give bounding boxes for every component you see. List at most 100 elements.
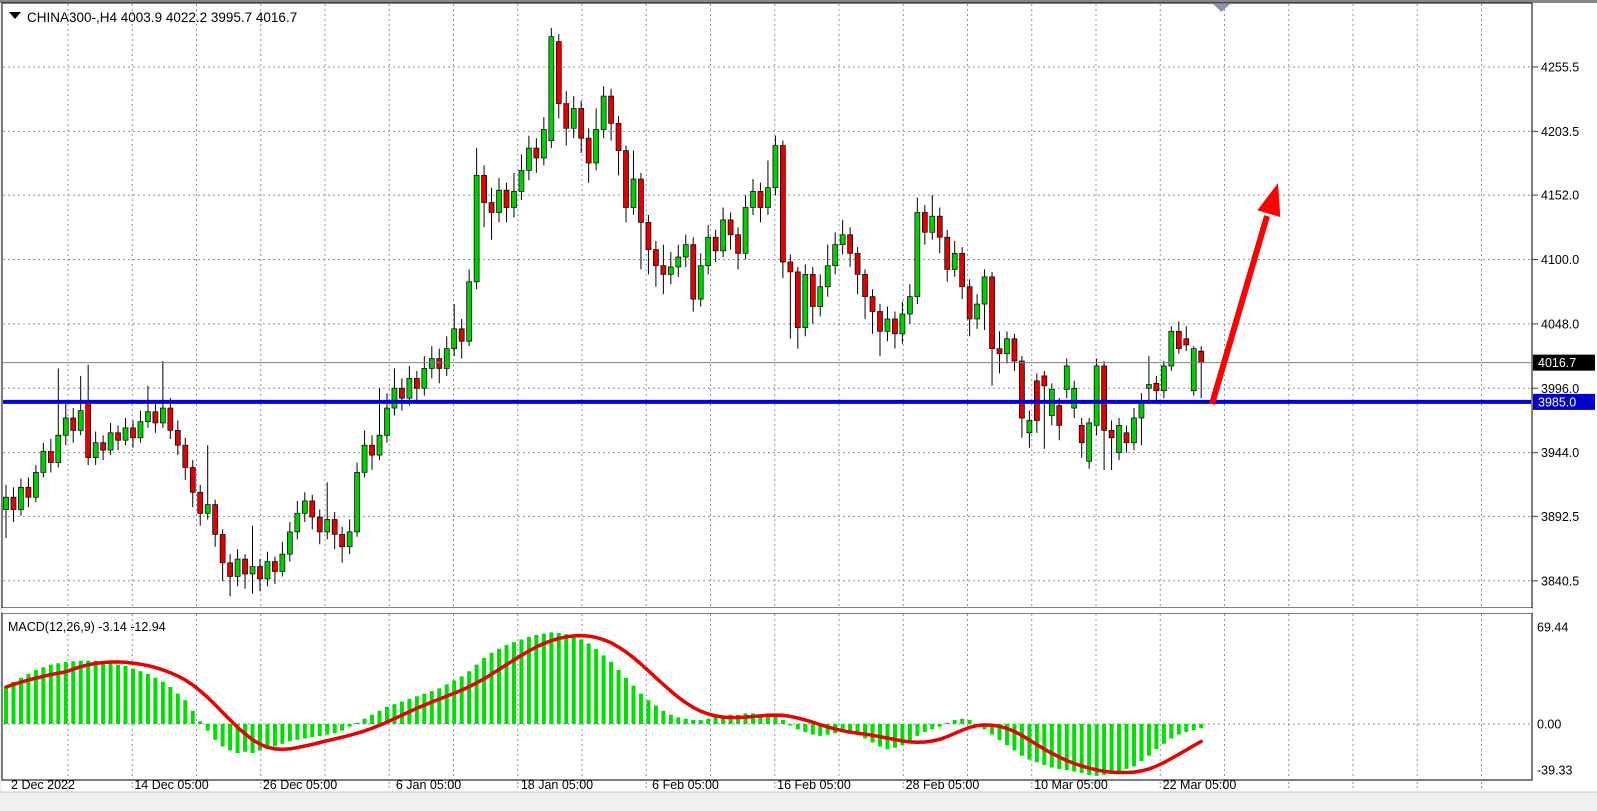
- macd-hist-bar: [213, 724, 218, 740]
- macd-hist-bar: [825, 724, 830, 735]
- macd-hist-bar: [302, 724, 307, 739]
- window-top-edge: [0, 0, 1597, 3]
- trend-arrow-annotation[interactable]: [1209, 183, 1281, 405]
- candle-bull: [451, 328, 458, 349]
- candle-bull: [428, 358, 435, 369]
- macd-hist-bar: [153, 677, 158, 724]
- macd-hist-bar: [310, 724, 315, 738]
- candle-bull: [107, 432, 114, 451]
- candle-bull: [697, 265, 704, 300]
- chart-shift-marker-icon[interactable]: [1213, 4, 1230, 12]
- macd-hist-bar: [907, 724, 912, 742]
- macd-axis-label: -39.33: [1537, 764, 1572, 778]
- macd-hist-bar: [101, 661, 106, 724]
- macd-hist-bar: [668, 714, 673, 724]
- macd-hist-bar: [399, 701, 404, 724]
- candle-bull: [1026, 420, 1033, 434]
- macd-hist-bar: [347, 724, 352, 727]
- macd-hist-bar: [459, 676, 464, 724]
- macd-hist-bar: [795, 724, 800, 730]
- macd-hist-bar: [780, 720, 785, 724]
- candle-bull: [279, 553, 286, 572]
- macd-hist-bar: [287, 724, 292, 742]
- macd-hist-bar: [1049, 724, 1054, 768]
- macd-hist-bar: [1191, 724, 1196, 730]
- macd-hist-bar: [332, 724, 337, 734]
- macd-hist-bar: [1109, 724, 1114, 773]
- candle-bull: [384, 407, 390, 436]
- macd-hist-bar: [205, 724, 210, 731]
- chart-overlays: [3, 362, 1531, 404]
- macd-hist-bar: [11, 681, 16, 724]
- macd-hist-bar: [1199, 724, 1204, 729]
- candle-bull: [264, 561, 271, 580]
- candle-bear: [809, 274, 816, 307]
- macd-hist-bar: [810, 724, 815, 735]
- macd-hist-bar: [220, 724, 225, 747]
- macd-hist-bar: [48, 664, 53, 724]
- macd-hist-bar: [1004, 724, 1009, 746]
- trend-arrow-shaft[interactable]: [1209, 215, 1270, 405]
- macd-hist-bar: [863, 724, 868, 739]
- macd-hist-bar: [541, 633, 546, 724]
- price-panel[interactable]: [1, 2, 1533, 609]
- candle-bear: [212, 504, 219, 535]
- candle-bull: [62, 417, 69, 436]
- time-axis-label: 6 Feb 05:00: [652, 778, 719, 792]
- candle-bull: [1146, 384, 1152, 389]
- macd-hist-bar: [631, 685, 636, 724]
- candle-bull: [884, 318, 891, 332]
- candle-bear: [339, 533, 345, 548]
- candle-bull: [466, 281, 472, 342]
- macd-hist-bar: [384, 706, 389, 724]
- macd-hist-bar: [624, 677, 629, 724]
- price-axis-label: 3996.0: [1541, 382, 1579, 396]
- symbol-collapse-triangle-icon[interactable]: [9, 12, 21, 19]
- candlestick-layer[interactable]: [3, 28, 1205, 597]
- candle-bull: [981, 276, 988, 305]
- macd-hist-bar: [609, 661, 614, 724]
- candle-bull: [122, 427, 129, 441]
- candle-bull: [3, 496, 9, 510]
- candle-bear: [1011, 338, 1018, 362]
- candle-bear: [130, 427, 136, 439]
- macd-signal-line: [4, 633, 1203, 775]
- candle-bull: [675, 256, 682, 268]
- macd-panel[interactable]: [1, 612, 1533, 781]
- candle-bull: [1063, 365, 1070, 390]
- candle-bear: [966, 286, 973, 320]
- trend-arrow-head[interactable]: [1257, 183, 1281, 218]
- candle-bull: [593, 129, 599, 164]
- candle-bear: [638, 178, 644, 223]
- macd-hist-bar: [108, 663, 113, 724]
- macd-hist-bar: [736, 714, 741, 724]
- time-axis-label: 18 Jan 05:00: [521, 778, 593, 792]
- candle-bear: [219, 533, 226, 564]
- candle-bear: [1153, 382, 1160, 392]
- time-axis-area[interactable]: [2, 781, 1533, 792]
- macd-hist-bar: [676, 717, 681, 724]
- macd-hist-bar: [145, 673, 150, 724]
- time-axis-label: 2 Dec 2022: [11, 778, 75, 792]
- macd-hist-bar: [190, 710, 195, 724]
- candle-bull: [951, 252, 958, 270]
- candle-bear: [787, 261, 794, 273]
- macd-hist-bar: [235, 724, 240, 754]
- macd-hist-bar: [1057, 724, 1062, 769]
- macd-hist-bar: [18, 677, 23, 724]
- candle-bear: [100, 442, 106, 451]
- macd-axis-label: 69.44: [1537, 621, 1568, 635]
- macd-hist-bar: [915, 724, 920, 736]
- macd-hist-bar: [340, 724, 345, 731]
- candle-bull: [540, 129, 547, 159]
- macd-hist-bar: [116, 664, 121, 724]
- panel-splitter[interactable]: [2, 608, 1532, 613]
- macd-hist-bar: [758, 714, 763, 724]
- macd-hist-bar: [840, 724, 845, 732]
- candle-bull: [1116, 425, 1122, 453]
- macd-hist-bar: [571, 636, 576, 724]
- candle-bear: [414, 378, 420, 389]
- candle-bear: [944, 236, 951, 270]
- macd-axis-label: 0.00: [1537, 718, 1561, 732]
